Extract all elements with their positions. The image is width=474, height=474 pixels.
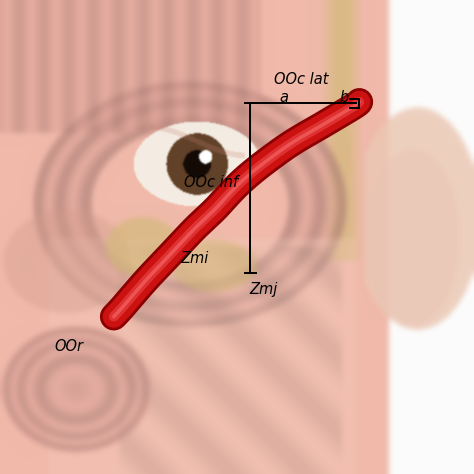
Text: OOc lat: OOc lat [274,72,328,87]
Text: OOr: OOr [54,338,83,354]
Text: a: a [280,90,289,105]
Text: b: b [339,90,349,105]
Text: Zmj: Zmj [249,282,277,297]
Text: OOc inf: OOc inf [184,175,238,190]
Text: Zmi: Zmi [180,251,209,266]
